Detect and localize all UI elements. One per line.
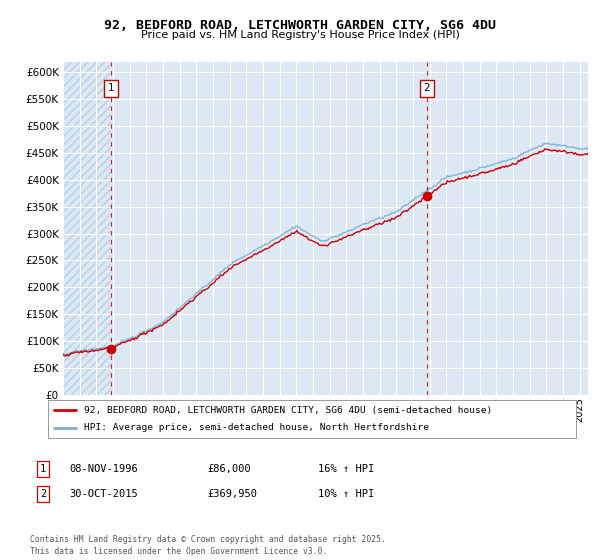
Text: £86,000: £86,000 [207,464,251,474]
Text: 30-OCT-2015: 30-OCT-2015 [69,489,138,499]
Text: 16% ↑ HPI: 16% ↑ HPI [318,464,374,474]
Text: Contains HM Land Registry data © Crown copyright and database right 2025.
This d: Contains HM Land Registry data © Crown c… [30,535,386,556]
Text: 92, BEDFORD ROAD, LETCHWORTH GARDEN CITY, SG6 4DU (semi-detached house): 92, BEDFORD ROAD, LETCHWORTH GARDEN CITY… [84,405,492,414]
Text: 1: 1 [107,83,114,94]
Text: 10% ↑ HPI: 10% ↑ HPI [318,489,374,499]
Text: 92, BEDFORD ROAD, LETCHWORTH GARDEN CITY, SG6 4DU: 92, BEDFORD ROAD, LETCHWORTH GARDEN CITY… [104,18,496,32]
Text: Price paid vs. HM Land Registry's House Price Index (HPI): Price paid vs. HM Land Registry's House … [140,30,460,40]
Text: 2: 2 [424,83,430,94]
Text: HPI: Average price, semi-detached house, North Hertfordshire: HPI: Average price, semi-detached house,… [84,423,429,432]
Text: 2: 2 [40,489,46,499]
Text: 1: 1 [40,464,46,474]
Bar [63,62,110,395]
Text: £369,950: £369,950 [207,489,257,499]
Text: 08-NOV-1996: 08-NOV-1996 [69,464,138,474]
